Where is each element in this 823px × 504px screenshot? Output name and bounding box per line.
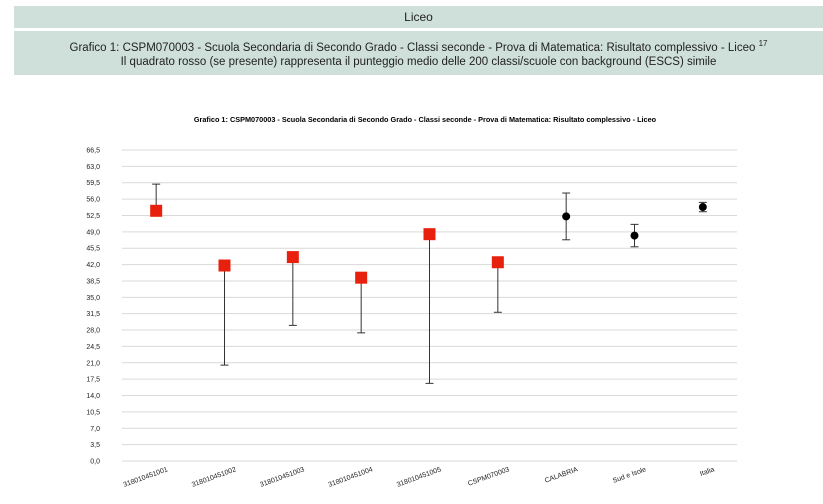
caption-line-1: Grafico 1: CSPM070003 - Scuola Secondari… <box>70 36 768 56</box>
y-tick-label: 35,0 <box>86 295 100 302</box>
chart-title: Grafico 1: CSPM070003 - Scuola Secondari… <box>194 115 657 124</box>
data-point-square <box>286 251 299 264</box>
caption-title: Grafico 1: CSPM070003 - Scuola Secondari… <box>69 41 756 54</box>
y-tick-label: 56,0 <box>86 197 100 204</box>
y-tick-label: 17,5 <box>86 377 100 384</box>
data-point-circle <box>562 212 571 221</box>
y-tick-label: 24,5 <box>86 344 100 351</box>
y-tick-label: 3,5 <box>90 442 100 449</box>
y-tick-label: 45,5 <box>86 246 100 253</box>
x-tick-label: 318010451004 <box>328 466 374 489</box>
y-tick-label: 63,0 <box>86 164 100 171</box>
y-tick-labels: 0,0 3,5 7,0 10,5 14,0 17,5 21,0 24,5 28,0 31,5 35,… <box>86 148 100 466</box>
y-tick-label: 52,5 <box>86 213 100 220</box>
caption-line-2: Il quadrato rosso (se presente) rapprese… <box>120 56 717 69</box>
y-tick-label: 10,5 <box>86 409 100 416</box>
data-point-square <box>423 228 436 241</box>
data-point-square <box>150 204 163 217</box>
x-tick-label: 318010451001 <box>123 466 169 489</box>
markers <box>150 203 707 284</box>
data-point-square <box>491 256 504 269</box>
caption-footnote: 17 <box>758 38 768 48</box>
y-tick-label: 49,0 <box>86 229 100 236</box>
data-point-circle <box>630 231 639 240</box>
x-tick-label: 318010451002 <box>191 466 237 489</box>
chart-caption: Grafico 1: CSPM070003 - Scuola Secondari… <box>14 31 823 75</box>
y-tick-label: 66,5 <box>86 148 100 155</box>
data-point-square <box>218 259 231 272</box>
x-tick-label: CSPM070003 <box>467 466 510 488</box>
data-point-circle <box>698 203 707 212</box>
section-title: Liceo <box>404 10 433 24</box>
chart-svg: Grafico 1: CSPM070003 - Scuola Secondari… <box>86 115 737 489</box>
y-tick-label: 14,0 <box>86 393 100 400</box>
x-tick-label: Sud e Isole <box>612 466 647 485</box>
error-bars <box>152 183 707 384</box>
y-tick-label: 21,0 <box>86 360 100 367</box>
report-frame: Liceo Grafico 1: CSPM070003 - Scuola Sec… <box>14 6 823 499</box>
y-tick-label: 59,5 <box>86 180 100 187</box>
x-tick-label: 318010451005 <box>396 466 442 489</box>
y-tick-label: 0,0 <box>90 459 100 466</box>
y-tick-label: 31,5 <box>86 311 100 318</box>
data-point-square <box>355 271 368 284</box>
y-tick-label: 38,5 <box>86 278 100 285</box>
x-tick-label: CALABRIA <box>544 466 579 485</box>
x-tick-label: Italia <box>699 466 715 478</box>
y-tick-label: 28,0 <box>86 328 100 335</box>
x-tick-labels: 318010451001 318010451002 318010451003 3180… <box>123 466 716 489</box>
y-tick-label: 7,0 <box>90 426 100 433</box>
y-tick-label: 42,0 <box>86 262 100 269</box>
section-header: Liceo <box>14 6 823 29</box>
chart-area: Grafico 1: CSPM070003 - Scuola Secondari… <box>32 84 823 499</box>
x-tick-label: 318010451003 <box>259 466 305 489</box>
